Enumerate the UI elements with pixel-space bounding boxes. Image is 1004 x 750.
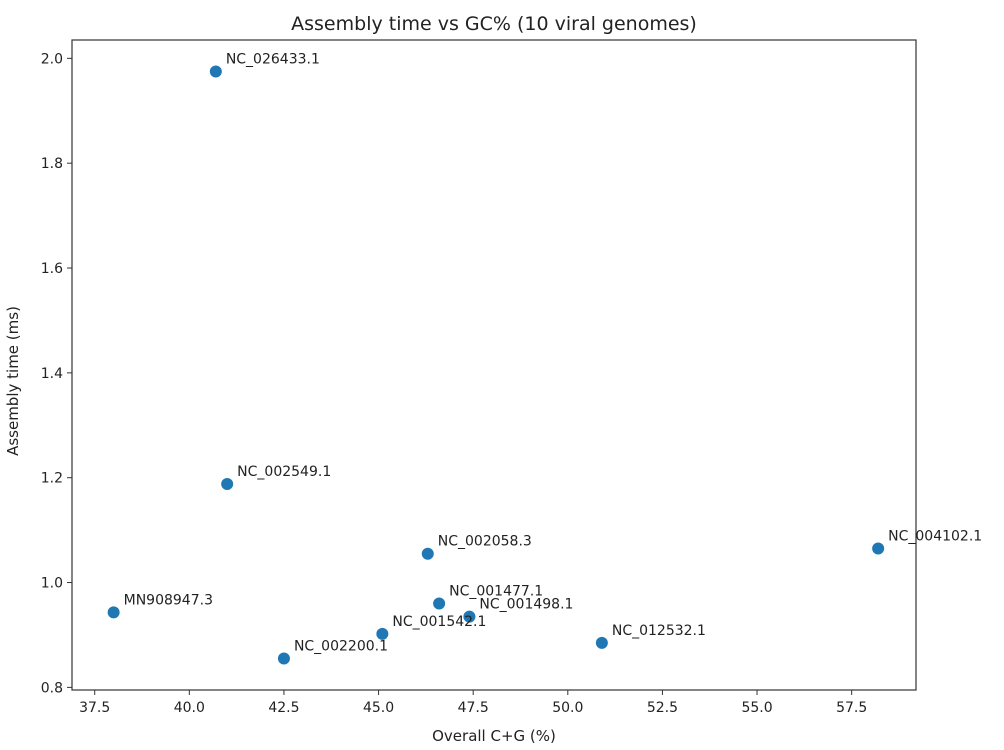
point-label: NC_001477.1 (449, 584, 543, 600)
point-label: NC_002200.1 (294, 639, 388, 655)
x-tick-label: 42.5 (268, 700, 299, 716)
data-point (595, 636, 608, 649)
data-point (872, 542, 885, 555)
x-tick-label: 40.0 (174, 700, 205, 716)
y-tick-label: 1.6 (41, 261, 63, 277)
y-tick-label: 1.2 (41, 471, 63, 487)
y-axis: 0.8 1.0 1.2 1.4 1.6 1.8 2.0 (41, 51, 72, 696)
chart-title: Assembly time vs GC% (10 viral genomes) (291, 13, 697, 35)
data-point (421, 547, 434, 560)
point-label: NC_002549.1 (237, 464, 331, 480)
plot-frame (71, 39, 917, 691)
x-axis-label: Overall C+G (%) (432, 727, 556, 745)
point-label: MN908947.3 (124, 592, 213, 608)
point-label: NC_002058.3 (438, 534, 532, 550)
point-label: NC_012532.1 (612, 623, 706, 639)
y-tick-label: 1.4 (41, 366, 63, 382)
y-tick-label: 1.0 (41, 576, 63, 592)
data-point (376, 627, 389, 640)
data-point (277, 652, 290, 665)
data-point (221, 477, 234, 490)
x-tick-label: 50.0 (552, 700, 583, 716)
point-label: NC_026433.1 (226, 51, 320, 67)
x-axis: 37.5 40.0 42.5 45.0 47.5 50.0 52.5 55.0 57.5 (79, 690, 867, 716)
x-tick-label: 37.5 (79, 700, 110, 716)
point-labels: NC_026433.1 NC_002549.1 NC_002058.3 NC_0041… (124, 51, 983, 654)
x-tick-label: 45.0 (363, 700, 394, 716)
y-tick-label: 2.0 (41, 51, 63, 67)
y-axis-label: Assembly time (ms) (4, 306, 22, 456)
y-tick-label: 1.8 (41, 156, 63, 172)
data-point (209, 65, 222, 78)
y-tick-label: 0.8 (41, 680, 63, 696)
point-label: NC_001498.1 (479, 597, 573, 613)
x-tick-label: 52.5 (647, 700, 678, 716)
data-point (433, 597, 446, 610)
point-label: NC_004102.1 (888, 528, 982, 544)
x-tick-label: 57.5 (836, 700, 867, 716)
data-point (463, 610, 476, 623)
point-label: NC_001542.1 (392, 614, 486, 630)
x-tick-label: 55.0 (741, 700, 772, 716)
plot-area (71, 39, 917, 691)
data-point (107, 606, 120, 619)
data-points (107, 65, 885, 665)
x-tick-label: 47.5 (458, 700, 489, 716)
